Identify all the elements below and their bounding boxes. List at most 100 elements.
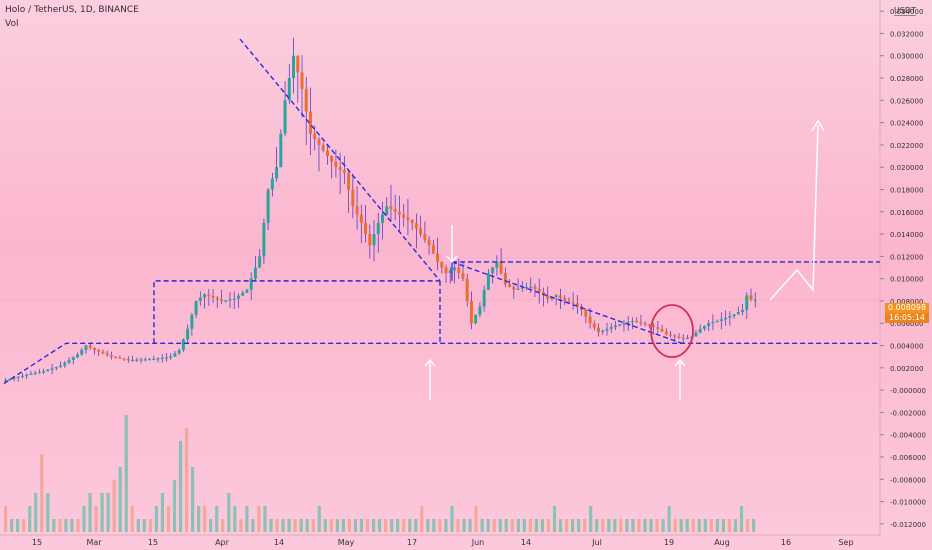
current-price-badge: 0.008098	[885, 303, 929, 313]
volume-bar	[184, 428, 189, 532]
volume-bar	[673, 519, 677, 532]
candle-body	[605, 328, 609, 331]
volume-bar	[643, 519, 647, 532]
y-tick-label: 0.020000	[890, 164, 923, 172]
candle-body	[440, 261, 444, 268]
volume-bar	[540, 519, 545, 532]
candle-body	[37, 372, 41, 374]
candle-body	[334, 161, 338, 168]
candle-body	[677, 336, 681, 338]
y-tick-label: 0.010000	[890, 276, 923, 284]
x-tick-label: 15	[32, 538, 42, 547]
volume-bar	[10, 519, 14, 532]
x-tick-label: 15	[148, 538, 158, 547]
candle-body	[732, 314, 736, 316]
candle-body	[207, 294, 211, 296]
candle-body	[584, 309, 588, 317]
candle-body	[59, 365, 63, 367]
candle-body	[97, 349, 101, 352]
candle-body	[609, 327, 613, 329]
candle-body	[647, 324, 651, 326]
y-tick-label: 0.006000	[890, 320, 923, 328]
candle-body	[406, 217, 410, 221]
candle-body	[321, 144, 325, 151]
candle-body	[262, 222, 266, 257]
volume-bar	[462, 519, 466, 532]
candle-body	[50, 368, 54, 370]
candle-body	[525, 287, 528, 289]
candle-body	[643, 323, 647, 325]
x-tick-label: Apr	[215, 538, 230, 547]
candle-body	[160, 357, 164, 359]
candle-body	[330, 156, 334, 162]
candle-body	[317, 139, 321, 145]
candle-body	[46, 369, 50, 372]
volume-bar	[498, 519, 502, 532]
candle-body	[131, 359, 135, 362]
y-tick-label: 0.022000	[890, 142, 923, 150]
candle-body	[465, 278, 469, 301]
candle-body	[656, 327, 660, 329]
volume-bar	[233, 506, 237, 532]
volume-bar	[721, 519, 726, 532]
volume-bar	[142, 519, 146, 532]
volume-bar	[685, 519, 689, 532]
volume-bar	[583, 519, 587, 532]
candle-body	[169, 356, 173, 358]
candle-body	[109, 354, 113, 357]
volume-bar	[46, 493, 50, 532]
volume-bar	[106, 493, 110, 532]
candle-body	[304, 89, 308, 112]
breakout-circle	[650, 304, 694, 358]
candle-body	[20, 375, 24, 377]
projection-path	[769, 124, 819, 301]
candle-body	[114, 356, 118, 358]
candle-body	[376, 222, 380, 235]
volume-bar	[571, 519, 575, 532]
candle-body	[389, 206, 393, 209]
volume-bar	[697, 519, 701, 532]
arrow-up-right-head	[674, 358, 686, 367]
candle-body	[457, 267, 461, 274]
volume-bar	[564, 519, 569, 532]
volume-bar	[76, 519, 80, 532]
volume-bar	[637, 519, 641, 532]
volume-bar	[323, 519, 327, 532]
candle-body	[482, 289, 486, 307]
candle-body	[194, 300, 198, 315]
volume-bar	[40, 454, 44, 532]
y-tick-label: -0.006000	[890, 454, 926, 462]
candle-body	[745, 295, 749, 310]
volume-bar	[715, 519, 719, 532]
candle-body	[491, 267, 495, 274]
candle-body	[347, 172, 351, 190]
volume-bar	[601, 519, 605, 532]
volume-bar	[739, 506, 744, 532]
volume-bar	[275, 519, 279, 532]
candle-body	[419, 228, 423, 235]
candle-body	[342, 169, 346, 173]
y-tick-label: 0.030000	[890, 53, 923, 61]
y-tick-label: 0.024000	[890, 120, 923, 128]
candle-body	[12, 377, 16, 380]
candle-body	[486, 273, 490, 290]
y-tick-label: 0.002000	[890, 365, 923, 373]
volume-bar	[227, 493, 231, 532]
volume-bar	[649, 519, 653, 532]
volume-bar	[613, 519, 617, 532]
candle-body	[177, 349, 181, 354]
volume-bar	[245, 506, 249, 532]
candle-body	[571, 302, 575, 304]
candle-body	[266, 189, 270, 223]
x-tick-label: Jun	[471, 538, 485, 547]
volume-bar	[281, 519, 285, 532]
volume-bar	[112, 480, 116, 532]
x-tick-label: Aug	[714, 538, 730, 547]
candle-body	[474, 314, 478, 324]
volume-bar	[595, 519, 599, 532]
y-tick-label: -0.010000	[890, 499, 926, 507]
volume-bar	[209, 519, 213, 532]
volume-bar	[154, 506, 158, 532]
volume-bar	[22, 519, 26, 532]
